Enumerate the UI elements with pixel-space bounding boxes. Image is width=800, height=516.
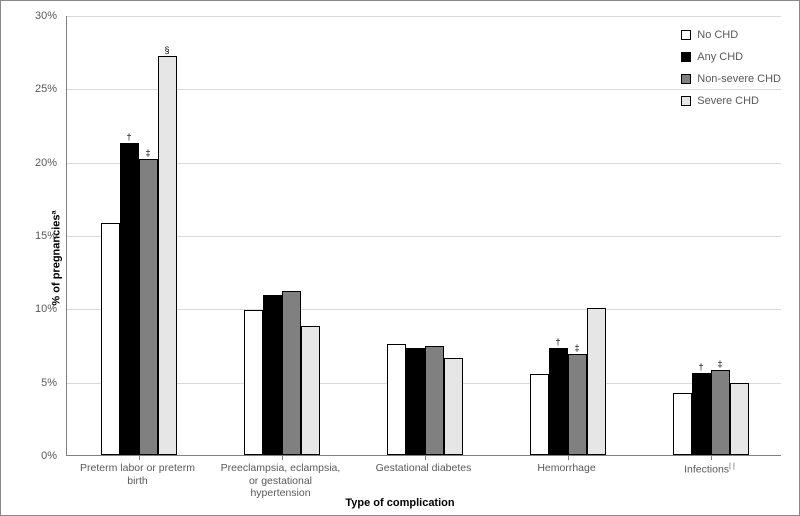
bar: † xyxy=(120,143,139,455)
bar-annotation: † xyxy=(121,132,138,142)
bar: † xyxy=(549,348,568,455)
bar xyxy=(425,346,444,455)
bar-annotation: ‡ xyxy=(712,359,729,369)
bar xyxy=(406,348,425,455)
legend-swatch xyxy=(681,30,691,40)
legend-label: Non-severe CHD xyxy=(697,73,781,85)
plot-area: †‡§†‡†‡ xyxy=(66,16,781,456)
x-tick xyxy=(282,455,283,460)
legend-item: Any CHD xyxy=(681,51,781,63)
bar xyxy=(673,393,692,455)
x-category-label: Gestational diabetes xyxy=(352,462,495,475)
bar xyxy=(263,295,282,455)
bar xyxy=(301,326,320,455)
bar: ‡ xyxy=(711,370,730,455)
gridline xyxy=(67,16,781,17)
legend-label: Severe CHD xyxy=(697,95,759,107)
y-tick-label: 10% xyxy=(7,303,57,315)
bar-annotation: ‡ xyxy=(569,343,586,353)
x-tick xyxy=(711,455,712,460)
bar-annotation: † xyxy=(550,337,567,347)
x-tick xyxy=(425,455,426,460)
x-category-label: Infections| | xyxy=(638,462,781,476)
chart-container: % of pregnanciesª †‡§†‡†‡ Type of compli… xyxy=(0,0,800,516)
legend-label: No CHD xyxy=(697,29,738,41)
bar: ‡ xyxy=(568,354,587,455)
bar xyxy=(730,383,749,455)
bar xyxy=(387,344,406,455)
bar: † xyxy=(692,373,711,455)
bar-annotation: † xyxy=(693,362,710,372)
legend-item: Severe CHD xyxy=(681,95,781,107)
bar xyxy=(282,291,301,455)
y-tick-label: 25% xyxy=(7,83,57,95)
bar xyxy=(444,358,463,455)
x-tick xyxy=(139,455,140,460)
x-category-label: Preterm labor or pretermbirth xyxy=(66,462,209,487)
x-tick xyxy=(568,455,569,460)
legend-item: Non-severe CHD xyxy=(681,73,781,85)
y-tick-label: 0% xyxy=(7,450,57,462)
x-category-label: Preeclampsia, eclampsia,or gestationalhy… xyxy=(209,462,352,500)
bar-annotation: ‡ xyxy=(140,148,157,158)
y-tick-label: 5% xyxy=(7,377,57,389)
bar xyxy=(530,374,549,455)
legend: No CHD Any CHD Non-severe CHD Severe CHD xyxy=(681,29,781,117)
legend-swatch xyxy=(681,74,691,84)
y-tick-label: 20% xyxy=(7,157,57,169)
y-axis-title: % of pregnanciesª xyxy=(51,210,63,305)
bar: ‡ xyxy=(139,159,158,455)
x-category-label: Hemorrhage xyxy=(495,462,638,475)
legend-item: No CHD xyxy=(681,29,781,41)
bar xyxy=(587,308,606,455)
x-axis-title: Type of complication xyxy=(345,497,454,509)
y-tick-label: 30% xyxy=(7,10,57,22)
legend-label: Any CHD xyxy=(697,51,743,63)
bar: § xyxy=(158,56,177,455)
y-tick-label: 15% xyxy=(7,230,57,242)
legend-swatch xyxy=(681,96,691,106)
bar-annotation: § xyxy=(159,45,176,55)
bar xyxy=(244,310,263,455)
legend-swatch xyxy=(681,52,691,62)
bar xyxy=(101,223,120,455)
